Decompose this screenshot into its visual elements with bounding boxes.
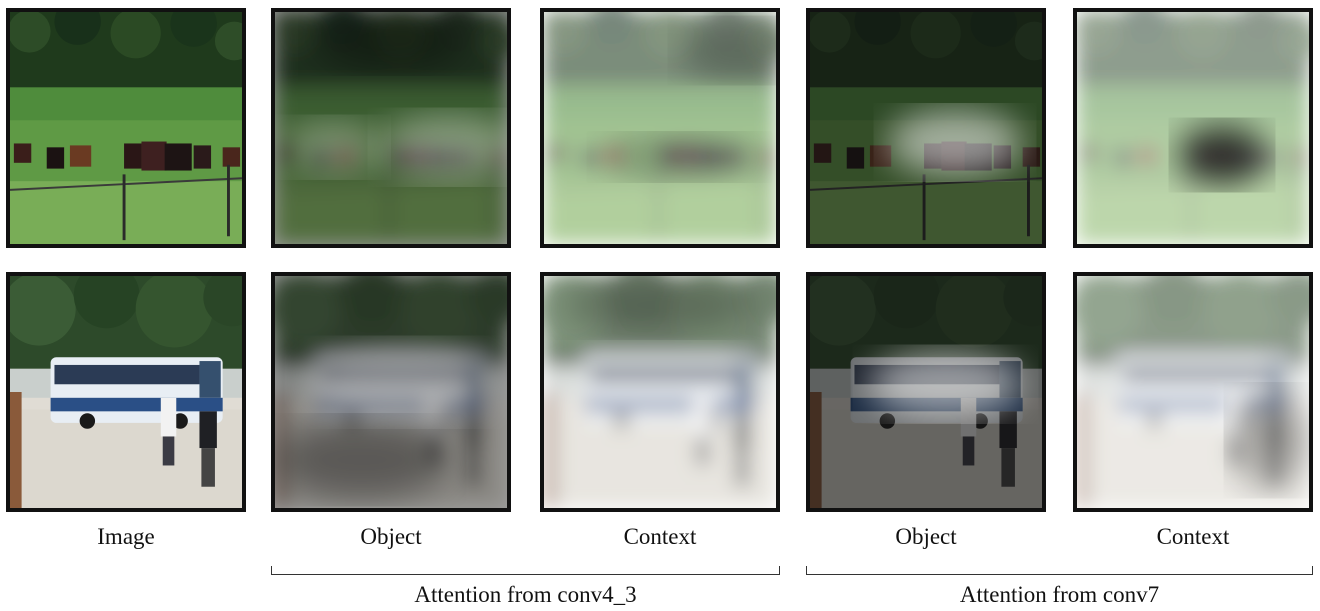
context-attention-conv7-cows xyxy=(1073,8,1313,248)
image-panel-bus xyxy=(6,272,246,512)
group-label-conv7: Attention from conv7 xyxy=(959,582,1160,607)
object-attention-conv4-bus xyxy=(271,272,511,512)
context-attention-conv4-bus xyxy=(540,272,780,512)
caption-object-conv7: Object xyxy=(895,524,957,549)
caption-context-conv7: Context xyxy=(1156,524,1230,549)
caption-context-conv4: Context xyxy=(623,524,697,549)
caption-image: Image xyxy=(97,524,155,549)
caption-object-conv4: Object xyxy=(360,524,422,549)
group-label-conv4: Attention from conv4_3 xyxy=(414,582,637,607)
object-attention-conv7-bus xyxy=(806,272,1046,512)
object-attention-conv4-cows xyxy=(271,8,511,248)
context-attention-conv4-cows xyxy=(540,8,780,248)
image-panel-cows xyxy=(6,8,246,248)
bracket-conv7 xyxy=(806,566,1313,575)
context-attention-conv7-bus xyxy=(1073,272,1313,512)
bracket-conv4 xyxy=(271,566,780,575)
object-attention-conv7-cows xyxy=(806,8,1046,248)
